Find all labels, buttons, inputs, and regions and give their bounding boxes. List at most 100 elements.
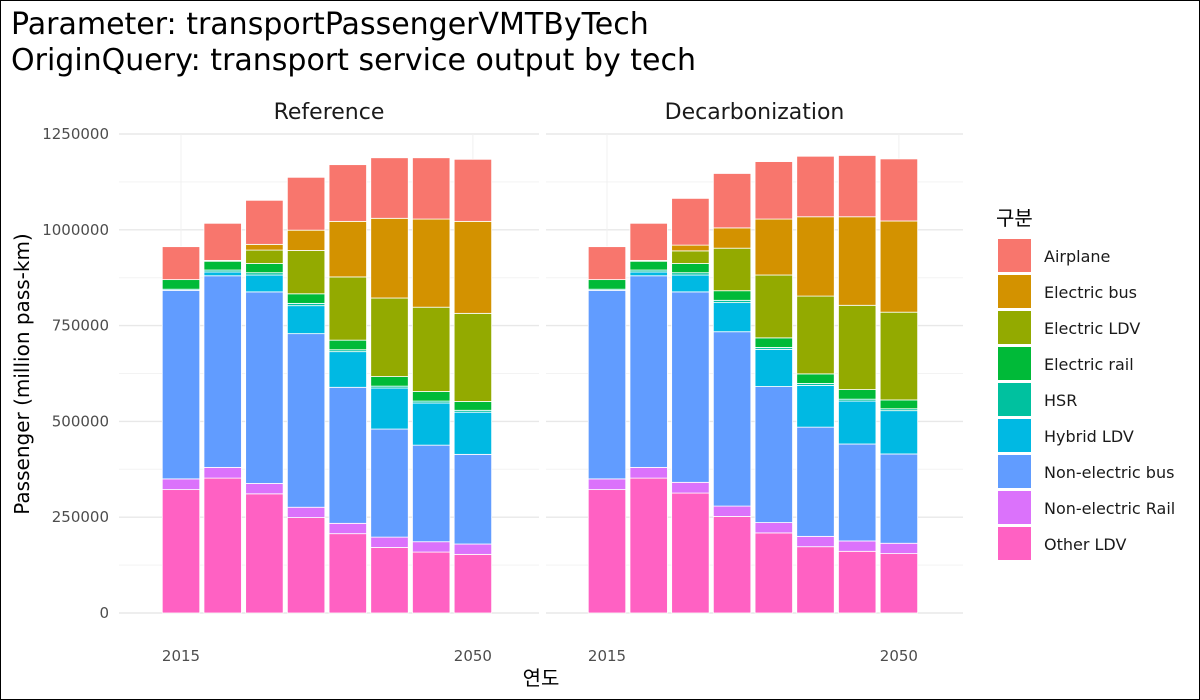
bar-segment [587, 289, 627, 480]
bar-segment [796, 373, 835, 384]
x-tick-label: 2050 [454, 647, 492, 665]
legend-key [998, 527, 1031, 560]
bar-segment [245, 249, 284, 264]
bar-segment [587, 478, 627, 491]
facet-label-Decarbonization: Decarbonization [665, 100, 845, 125]
bar-segment [412, 391, 451, 402]
bar-segment [370, 217, 409, 299]
bar-segment [370, 376, 409, 387]
bar-segment [838, 443, 877, 542]
bar-segment [328, 351, 367, 388]
bar-segment [286, 229, 326, 251]
bar-segment [587, 279, 627, 290]
bar-segment [328, 386, 367, 524]
bar-segment [453, 158, 493, 222]
bar-segment [412, 306, 451, 392]
chart-title-line-1: Parameter: transportPassengerVMTByTech [11, 7, 649, 42]
legend-label: Other LDV [1044, 535, 1126, 554]
legend-label: Electric bus [1044, 283, 1137, 302]
x-axis-title: 연도 [523, 666, 560, 690]
legend-key [998, 239, 1031, 272]
bar-segment [412, 157, 451, 220]
legend-key [998, 455, 1031, 488]
bar-segment [203, 260, 242, 271]
x-tick-label: 2050 [880, 647, 918, 665]
bar-segment [412, 551, 451, 614]
bar-segment [370, 547, 409, 614]
bar-segment [712, 516, 752, 614]
bar-segment [629, 260, 668, 271]
bar-segment [453, 312, 493, 402]
legend-key [998, 347, 1031, 380]
bar-segment [754, 522, 793, 534]
y-tick-label: 1250000 [42, 125, 109, 143]
bar-segment [796, 384, 835, 428]
bar-segment [328, 164, 367, 222]
bar-segment [754, 348, 793, 387]
bar-segment [286, 176, 326, 231]
x-tick-label: 2015 [162, 647, 200, 665]
bar-segment [203, 271, 242, 277]
bar-segment [796, 295, 835, 375]
bar-segment [453, 453, 493, 545]
bar-segment [161, 489, 201, 614]
bar-segment [838, 540, 877, 552]
bar-segment [838, 400, 877, 445]
bar-segment [629, 477, 668, 614]
bar-segment [245, 483, 284, 495]
bar-segment [245, 263, 284, 274]
bar-segment [161, 289, 201, 480]
bar-segment [754, 218, 793, 276]
bar-segment [796, 546, 835, 614]
bar-segment [879, 453, 919, 544]
legend-label: Non-electric bus [1044, 463, 1174, 482]
bar-segment [754, 161, 793, 220]
y-tick-label: 0 [99, 604, 109, 622]
bar-segment [328, 522, 367, 535]
chart-title-line-2: OriginQuery: transport service output by… [11, 43, 697, 78]
bar-segment [245, 243, 284, 251]
bar-segment [328, 533, 367, 614]
bar-segment [245, 274, 284, 293]
bar-segment [370, 157, 409, 219]
bar-segment [245, 493, 284, 614]
bar-segment [754, 274, 793, 339]
bar-segment [453, 543, 493, 555]
bar-segment [629, 275, 668, 468]
bar-segment [370, 297, 409, 377]
bar-segment [838, 304, 877, 390]
bar-segment [328, 220, 367, 278]
bar-segment [587, 489, 627, 614]
bar-segment [245, 291, 284, 484]
bar-segment [286, 506, 326, 518]
legend-key [998, 383, 1031, 416]
y-axis-title: Passenger (million pass-km) [10, 233, 34, 514]
bar-segment [879, 220, 919, 313]
bar-segment [796, 216, 835, 297]
bar-segment [412, 218, 451, 308]
bar-segment [712, 247, 752, 292]
legend-label: Electric LDV [1044, 319, 1140, 338]
bar-segment [838, 550, 877, 614]
bar-segment [671, 274, 710, 293]
legend-label: Airplane [1044, 247, 1110, 266]
bar-segment [629, 466, 668, 479]
legend-key [998, 491, 1031, 524]
legend-label: Non-electric Rail [1044, 499, 1175, 518]
bar-segment [879, 311, 919, 401]
bar-segment [286, 293, 326, 304]
bar-segment [412, 402, 451, 446]
bar-segment [245, 199, 284, 245]
bar-segment [671, 197, 710, 246]
bar-segment [328, 276, 367, 341]
legend-key [998, 419, 1031, 452]
bar-segment [796, 535, 835, 548]
bar-segment [671, 250, 710, 264]
facet-label-Reference: Reference [274, 100, 385, 125]
bar-segment [453, 401, 493, 411]
bar-segment [838, 155, 877, 218]
y-tick-label: 250000 [52, 508, 109, 526]
legend-label: HSR [1044, 391, 1077, 410]
